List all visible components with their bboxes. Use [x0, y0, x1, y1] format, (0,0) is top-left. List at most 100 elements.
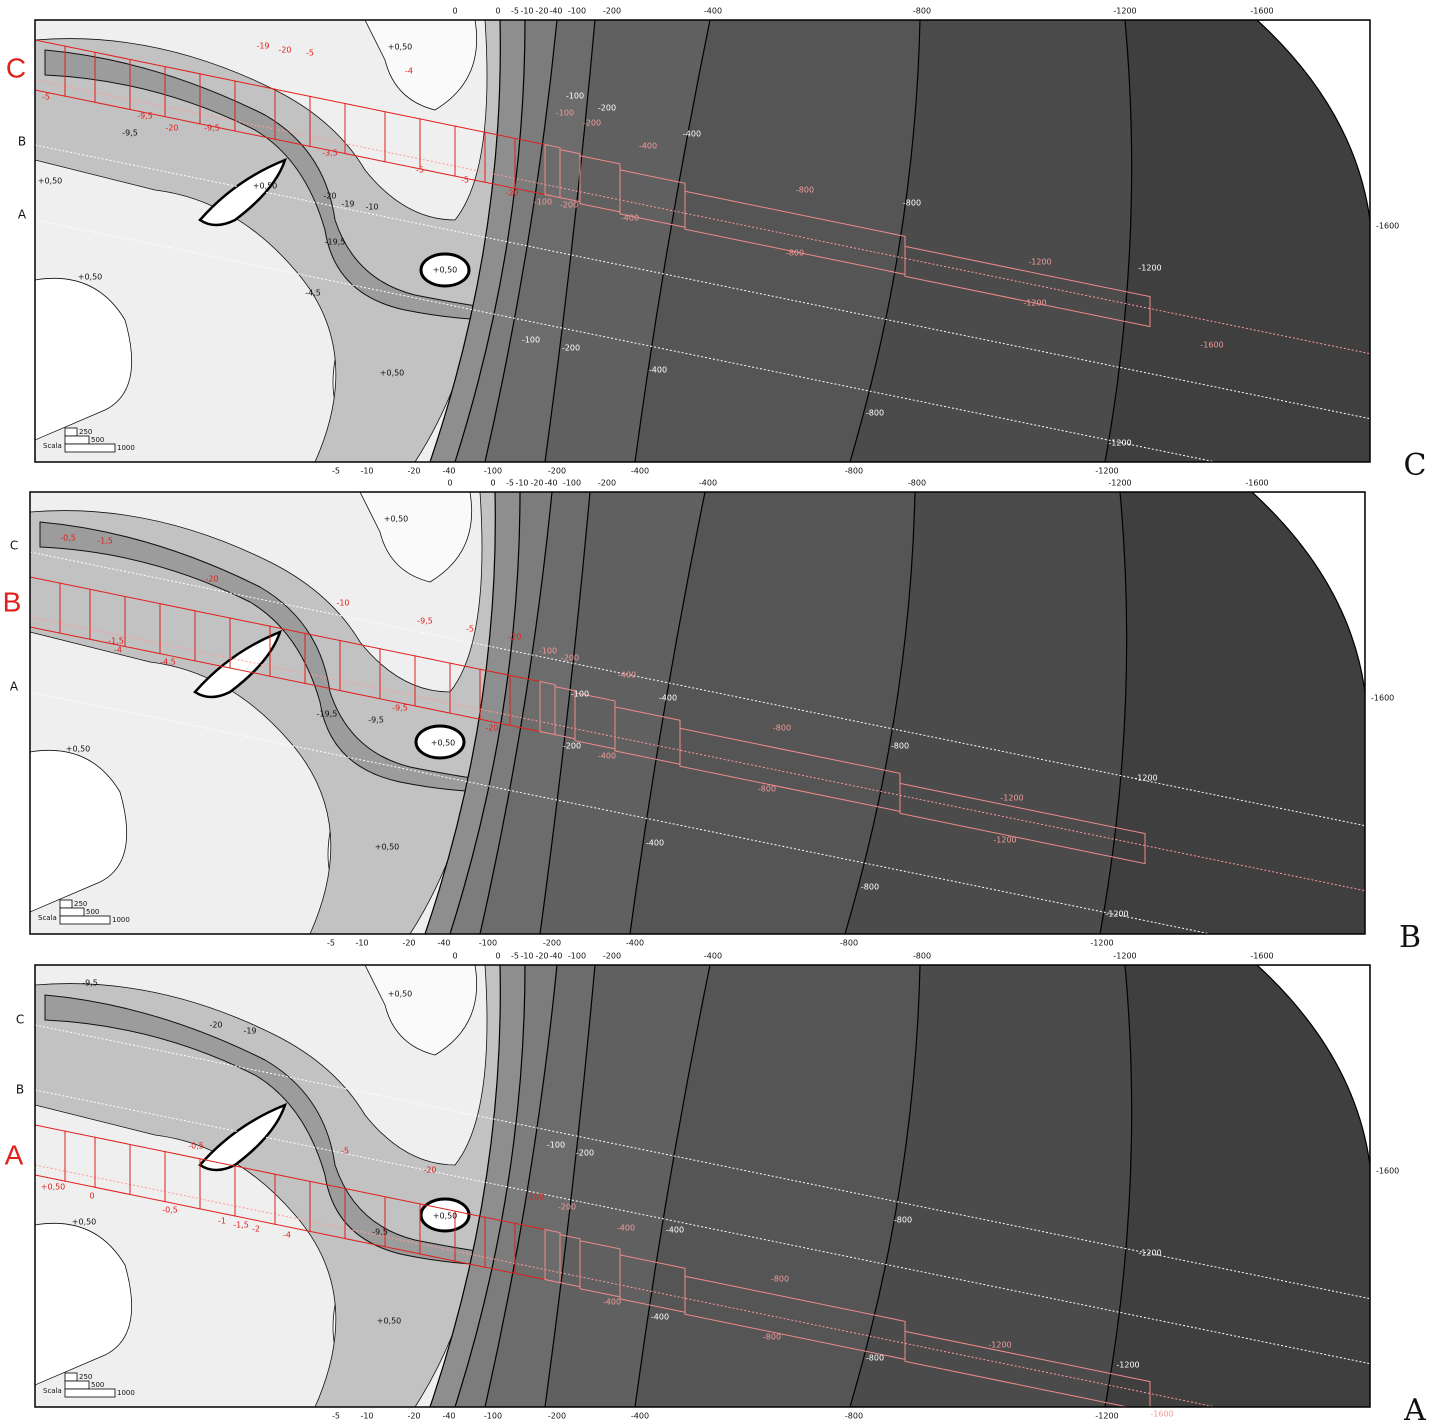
map-panel: 00-5-10-20-40-100-200-400-800-1200-1600-…	[6, 7, 1427, 494]
map-body	[35, 20, 1370, 494]
depth-label-bottom: -10	[360, 1412, 373, 1420]
section-label: -100	[556, 109, 574, 118]
depth-label-bottom: -40	[442, 467, 455, 476]
scale-label: 500	[91, 436, 104, 444]
profile-label: A	[18, 208, 27, 222]
section-label: -5	[416, 166, 424, 175]
contour-label: -200	[562, 344, 580, 353]
contour-label: -4,5	[305, 289, 321, 298]
active-profile-label: B	[3, 586, 22, 617]
contour-label: +0,50	[377, 1317, 402, 1326]
depth-label-top: 0	[447, 479, 452, 488]
depth-label-top: -20	[535, 952, 548, 961]
scale-step	[65, 1389, 115, 1397]
contour-label: -200	[576, 1149, 594, 1158]
depth-label-bottom: -5	[327, 939, 335, 948]
depth-label-bottom: -100	[484, 467, 502, 476]
section-label: -400	[621, 214, 639, 223]
section-label: -5	[461, 176, 469, 185]
contour-label: -9,5	[82, 979, 98, 988]
section-label: -0,5	[162, 1206, 178, 1215]
depth-label-top: -1200	[1113, 7, 1136, 16]
depth-label-top: -10	[520, 7, 533, 16]
contour-label: -400	[646, 839, 664, 848]
depth-label-bottom: -1200	[1095, 467, 1118, 476]
depth-label-bottom: -1200	[1095, 1412, 1118, 1420]
depth-label-bottom: -100	[479, 939, 497, 948]
section-label: -20	[423, 1166, 436, 1175]
depth-label-bottom: -1200	[1090, 939, 1113, 948]
section-label: -400	[598, 752, 616, 761]
contour-label: -100	[566, 92, 584, 101]
depth-label-bottom: -40	[442, 1412, 455, 1420]
section-label: -0,5	[188, 1142, 204, 1151]
contour-label: -400	[659, 694, 677, 703]
panel-letter: B	[1399, 920, 1421, 955]
contour-label: +0,50	[384, 515, 409, 524]
section-label: -20	[165, 124, 178, 133]
section-label: -200	[583, 119, 601, 128]
section-label: 0	[89, 1192, 94, 1201]
section-label: -100	[534, 198, 552, 207]
contour-label: +0,50	[72, 1218, 97, 1227]
contour-label: -19	[341, 200, 354, 209]
contour-label: +0,50	[253, 182, 278, 191]
section-label: -800	[796, 186, 814, 195]
scale-label: 250	[79, 1373, 92, 1381]
depth-label-top: -800	[908, 479, 926, 488]
contour-label: -200	[563, 742, 581, 751]
depth-label-bottom: -40	[437, 939, 450, 948]
section-label: -10	[336, 599, 349, 608]
scale-label: 500	[86, 908, 99, 916]
depth-label-top: -1600	[1245, 479, 1268, 488]
scale-step	[65, 1373, 77, 1381]
section-label: -1	[218, 1217, 226, 1226]
section-label: -4	[405, 67, 413, 76]
section-label: -3,5	[322, 149, 338, 158]
section-label: -4,5	[160, 658, 176, 667]
depth-label-bottom: -10	[355, 939, 368, 948]
depth-label-bottom: -20	[407, 1412, 420, 1420]
section-label: -100	[526, 1193, 544, 1202]
depth-label-bottom: -200	[548, 467, 566, 476]
contour-label: -10	[365, 203, 378, 212]
depth-label-top: -20	[530, 479, 543, 488]
depth-label-bottom: -200	[548, 1412, 566, 1420]
section-label: -9,5	[392, 704, 408, 713]
section-label: -1,5	[97, 537, 113, 546]
scale-step	[65, 1381, 89, 1389]
section-label: -400	[617, 1224, 635, 1233]
section-label: -20	[205, 575, 218, 584]
contour-label: +0,50	[38, 177, 63, 186]
scale-label: 500	[91, 1381, 104, 1389]
contour-label: +0,50	[388, 43, 413, 52]
contour-label: +0,50	[433, 1212, 458, 1221]
profile-label: B	[16, 1083, 24, 1097]
section-label: -1200	[1028, 258, 1051, 267]
section-label: -20	[505, 189, 518, 198]
scale-title: Scala	[43, 442, 62, 450]
contour-label: -100	[571, 690, 589, 699]
depth-label-bottom: -5	[332, 467, 340, 476]
contour-label: +0,50	[431, 739, 456, 748]
depth-label-top: -10	[520, 952, 533, 961]
depth-label-bottom: -10	[360, 467, 373, 476]
section-label: -2	[252, 1225, 260, 1234]
depth-label-top: -1200	[1108, 479, 1131, 488]
depth-label-bottom: -400	[631, 467, 649, 476]
contour-label: -800	[861, 883, 879, 892]
depth-label-top: -100	[563, 479, 581, 488]
contour-label: -1200	[1138, 1249, 1161, 1258]
scale-step	[60, 900, 72, 908]
contour-label: -800	[866, 409, 884, 418]
depth-label-top: -400	[704, 7, 722, 16]
section-label: -1200	[1023, 299, 1046, 308]
depth-label-top: -5	[506, 479, 514, 488]
contour-label: -1200	[1138, 264, 1161, 273]
contour-label: +0,50	[375, 843, 400, 852]
scale-title: Scala	[38, 914, 57, 922]
section-label: -200	[558, 1203, 576, 1212]
figure: 00-5-10-20-40-100-200-400-800-1200-1600-…	[0, 0, 1442, 1420]
section-label: -1,5	[233, 1221, 249, 1230]
depth-label-top: -40	[549, 952, 562, 961]
